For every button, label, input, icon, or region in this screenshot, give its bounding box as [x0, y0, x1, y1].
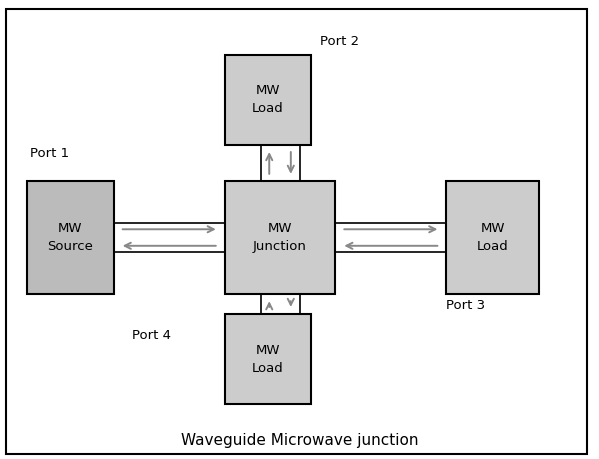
Bar — [27, 181, 114, 294]
Text: Port 3: Port 3 — [446, 299, 485, 312]
Text: Port 1: Port 1 — [30, 147, 69, 160]
Text: MW
Junction: MW Junction — [253, 222, 307, 253]
Bar — [114, 223, 225, 252]
Text: Waveguide Microwave junction: Waveguide Microwave junction — [181, 433, 418, 448]
Text: MW
Load: MW Load — [252, 84, 284, 115]
Bar — [225, 55, 311, 145]
Bar — [261, 145, 300, 181]
Bar — [225, 181, 335, 294]
Text: MW
Source: MW Source — [47, 222, 93, 253]
Bar — [335, 223, 446, 252]
Bar — [225, 314, 311, 404]
Text: Port 4: Port 4 — [132, 329, 171, 341]
Bar — [446, 181, 539, 294]
Text: MW
Load: MW Load — [477, 222, 509, 253]
Text: MW
Load: MW Load — [252, 344, 284, 375]
Text: Port 2: Port 2 — [320, 35, 359, 48]
Bar — [261, 294, 300, 314]
